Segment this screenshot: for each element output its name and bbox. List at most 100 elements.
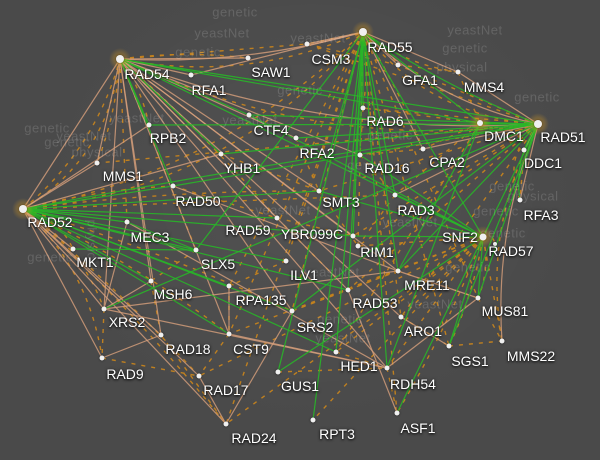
gene-node-GFA1[interactable] [395,62,401,68]
gene-label-RFA2: RFA2 [299,145,335,161]
gene-label-RAD57: RAD57 [488,243,534,259]
edge-genetic-SGS1-MMS22 [448,340,503,347]
gene-node-RAD52[interactable] [19,205,27,213]
gene-node-RAD57[interactable] [493,242,497,246]
gene-label-CTF4: CTF4 [253,122,289,138]
gene-node-RIM1[interactable] [355,243,361,249]
gene-node-YHB1[interactable] [218,151,224,157]
edge-genetic-RAD59-YBR099C [276,217,354,237]
gene-node-RAD24[interactable] [223,421,229,427]
gene-node-ILV1[interactable] [283,258,289,264]
gene-node-ASF1[interactable] [394,410,400,416]
gene-label-CPA2: CPA2 [429,154,465,170]
gene-node-MMS4[interactable] [455,69,461,75]
gene-label-DDC1: DDC1 [523,155,563,171]
edge-genetic-SNF2-MMS22 [482,236,503,342]
gene-node-MUS81[interactable] [475,295,481,301]
gene-node-CSM3[interactable] [304,41,310,47]
gene-node-RAD18[interactable] [158,332,164,338]
edge-genetic-RAD54-MEC3 [119,58,128,223]
gene-node-MKT1[interactable] [70,246,76,252]
edge-genetic-RAD52-RAD3 [22,194,396,210]
edge-genetic-RAD51-YBR099C [352,123,539,237]
edge-yeastNet-DMC1-MRE11 [397,122,481,272]
edge-genetic-RAD55-RPA135 [228,31,364,287]
edge-genetic-RAD52-CST9 [22,208,230,335]
gene-label-MUS81: MUS81 [481,303,529,319]
edge-genetic-SNF2-RAD17 [198,236,484,377]
gene-node-RAD54[interactable] [116,55,124,63]
gene-node-MEC3[interactable] [124,219,130,225]
gene-node-RAD50[interactable] [170,183,176,189]
edge-genetic-RAD52-RAD17 [22,208,200,377]
gene-node-RAD3[interactable] [392,192,398,198]
gene-label-RIM1: RIM1 [360,244,394,260]
edge-physical-RAD51-MMS4 [457,71,539,125]
edge-genetic-GFA1-MMS4 [397,64,459,73]
gene-label-MMS4: MMS4 [463,79,505,95]
edge-physical-MUS81-MRE11 [397,270,479,299]
edge-yeastNet-RAD55-HED1 [335,31,364,353]
edge-yeastNet-RAD55-RAD53 [347,31,364,291]
gene-node-RAD53[interactable] [345,287,351,293]
edge-genetic-RAD55-RAD51 [362,31,539,125]
gene-node-CPA2[interactable] [420,146,426,152]
gene-label-GUS1: GUS1 [280,378,320,394]
gene-node-RAD51[interactable] [534,120,542,128]
gene-node-SMT3[interactable] [316,188,322,194]
edge-physical-RAD55-MMS4 [362,31,459,73]
edge-physical-RAD51-CPA2 [422,123,539,150]
gene-label-RFA1: RFA1 [191,82,227,98]
gene-node-YBR099C[interactable] [350,233,356,239]
gene-node-RPA135[interactable] [226,283,232,289]
edge-physical-SGS1-ARO1 [400,316,450,347]
gene-label-RDH54: RDH54 [390,376,436,392]
gene-label-SRS2: SRS2 [296,319,334,335]
gene-node-RDH54[interactable] [384,365,390,371]
gene-node-ARO1[interactable] [398,314,404,320]
gene-node-CTF4[interactable] [246,112,252,118]
edge-yeastNet-RAD55-SMT3 [318,31,364,192]
gene-node-SNF2[interactable] [479,233,487,241]
gene-node-DDC1[interactable] [521,147,527,153]
gene-node-MMS1[interactable] [94,160,100,166]
gene-node-XRS2[interactable] [101,306,107,312]
edge-yeastNet-RAD55-RDH54 [362,31,388,369]
gene-label-SAW1: SAW1 [251,64,291,80]
gene-node-RAD16[interactable] [357,152,363,158]
gene-node-GUS1[interactable] [275,369,281,375]
edge-physical-XRS2-MSH6 [103,280,152,310]
edge-physical-RAD54-CST9 [119,58,230,335]
gene-node-CST9[interactable] [226,331,232,337]
gene-node-SRS2[interactable] [289,308,295,314]
gene-node-RPT3[interactable] [310,417,316,423]
edge-physical-RAD55-CPA2 [362,31,424,150]
edge-yeastNet-SNF2-ASF1 [396,236,484,414]
edge-yeastNet-RAD52-RAD51 [22,123,539,210]
edge-yeastNet-RAD52-YBR099C [22,208,354,237]
gene-node-RAD55[interactable] [359,28,367,36]
gene-node-RAD9[interactable] [99,355,105,361]
gene-node-RPB2[interactable] [146,122,152,128]
gene-label-RAD16: RAD16 [364,160,410,176]
edge-yeastNet-RAD55-GUS1 [277,31,364,373]
gene-node-RFA3[interactable] [517,197,523,203]
gene-node-HED1[interactable] [333,349,339,355]
gene-node-SLX5[interactable] [193,247,199,253]
gene-node-RAD17[interactable] [196,373,202,379]
gene-node-RFA2[interactable] [293,135,299,141]
gene-node-SAW1[interactable] [245,55,251,61]
gene-node-RAD59[interactable] [274,215,280,221]
gene-label-MSH6: MSH6 [153,286,193,302]
gene-node-RFA1[interactable] [188,72,194,78]
gene-node-RAD6[interactable] [360,105,366,111]
gene-node-MSH6[interactable] [148,278,154,284]
gene-node-MRE11[interactable] [395,268,401,274]
edge-yeastNet-RAD52-MEC3 [22,208,128,223]
edge-yeastNet-SNF2-YBR099C [352,235,484,238]
gene-node-MMS22[interactable] [499,338,505,344]
gene-node-DMC1[interactable] [477,120,483,126]
gene-node-SGS1[interactable] [446,343,452,349]
gene-label-RAD50: RAD50 [175,193,221,209]
